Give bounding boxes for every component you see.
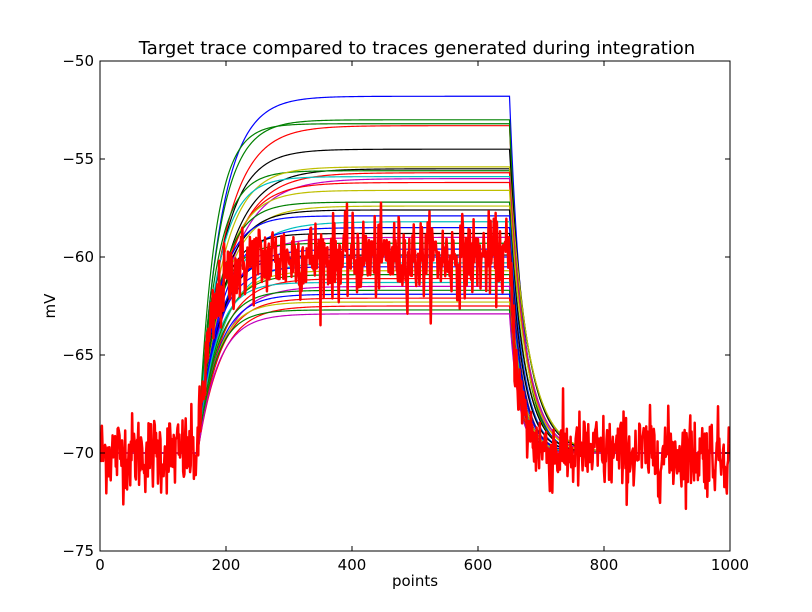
target-layer [100, 201, 730, 511]
target-trace [100, 201, 730, 511]
y-axis-ticks: −75 −70 −65 −60 −55 −50 [62, 52, 730, 560]
y-tick-label: −50 [62, 52, 94, 70]
y-tick-label: −70 [62, 444, 94, 462]
y-tick-label: −55 [62, 150, 94, 168]
y-tick-label: −60 [62, 248, 94, 266]
x-tick-label: 600 [464, 556, 493, 574]
chart-title: Target trace compared to traces generate… [138, 38, 695, 59]
plot-frame [99, 60, 731, 552]
x-tick-label: 200 [212, 556, 241, 574]
x-axis-label: points [392, 572, 438, 590]
x-tick-label: 0 [95, 556, 105, 574]
x-tick-label: 1000 [711, 556, 749, 574]
y-tick-label: −65 [62, 346, 94, 364]
x-tick-label: 400 [338, 556, 367, 574]
x-axis-ticks: 0 200 400 600 800 1000 [95, 61, 749, 574]
y-tick-label: −75 [62, 542, 94, 560]
x-tick-label: 800 [590, 556, 619, 574]
y-axis-label: mV [41, 293, 59, 319]
